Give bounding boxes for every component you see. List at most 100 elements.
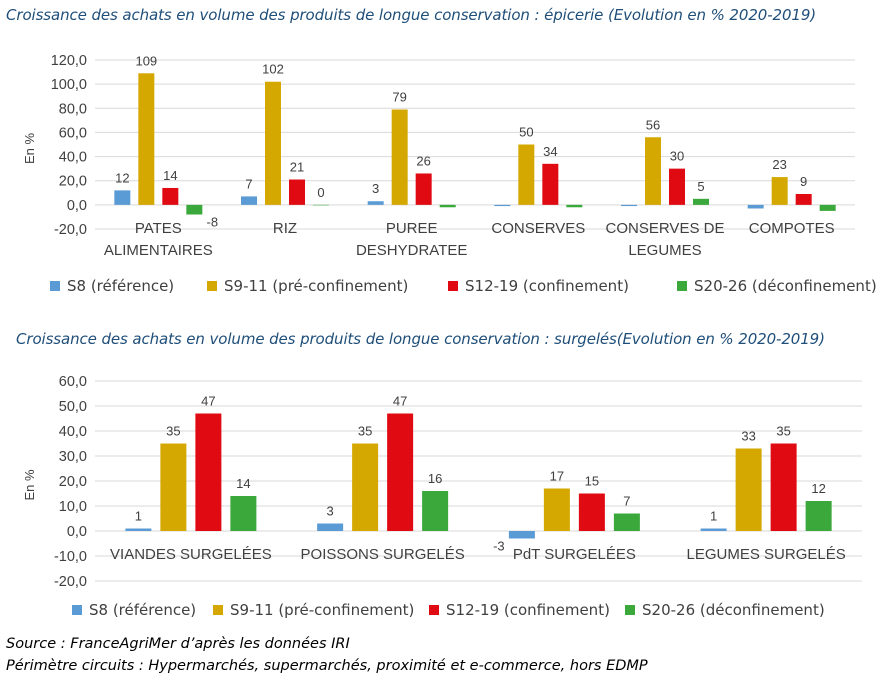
legend-swatch bbox=[72, 605, 82, 615]
bar bbox=[186, 204, 203, 215]
bar bbox=[114, 190, 131, 205]
bar bbox=[241, 196, 257, 205]
bar bbox=[578, 493, 605, 531]
bar bbox=[805, 501, 832, 531]
bar bbox=[693, 198, 709, 205]
y-tick-label: -20,0 bbox=[54, 222, 87, 238]
bar bbox=[819, 204, 836, 211]
legend-item: S12-19 (confinement) bbox=[448, 277, 677, 295]
bar bbox=[645, 137, 661, 205]
data-label: 30 bbox=[670, 149, 684, 164]
source-note: Source : FranceAgriMer d’après les donné… bbox=[6, 636, 350, 652]
bar bbox=[415, 173, 432, 205]
data-label: 0 bbox=[317, 185, 324, 200]
bar bbox=[795, 193, 812, 205]
y-tick-label: 30,0 bbox=[59, 449, 87, 465]
data-label: 35 bbox=[776, 424, 790, 439]
data-label: 7 bbox=[623, 494, 630, 509]
data-label: 56 bbox=[646, 117, 660, 132]
legend-label: S9-11 (pré-confinement) bbox=[230, 601, 415, 619]
data-label: 26 bbox=[416, 153, 430, 168]
data-label: 5 bbox=[697, 179, 704, 194]
y-tick-label: 0,0 bbox=[67, 198, 87, 214]
data-label: 12 bbox=[811, 481, 825, 496]
legend-item: S8 (référence) bbox=[72, 601, 213, 619]
legend-label: S8 (référence) bbox=[67, 277, 175, 295]
y-tick-label: -20,0 bbox=[54, 574, 87, 590]
y-tick-label: 50,0 bbox=[59, 399, 87, 415]
bar bbox=[700, 528, 727, 531]
data-label: 79 bbox=[392, 89, 406, 104]
bar bbox=[518, 144, 535, 205]
category-label: RIZ bbox=[273, 220, 297, 237]
data-label: -3 bbox=[493, 539, 505, 554]
bar bbox=[160, 443, 187, 531]
data-label: 21 bbox=[290, 160, 304, 175]
perimeter-note: Périmètre circuits : Hypermarchés, super… bbox=[6, 658, 648, 674]
bar bbox=[542, 163, 559, 205]
legend-epicerie: S8 (référence) S9-11 (pré-confinement) S12… bbox=[50, 277, 877, 295]
y-tick-label: -10,0 bbox=[54, 549, 87, 565]
data-label: 47 bbox=[201, 394, 215, 409]
bar bbox=[391, 109, 408, 205]
bar bbox=[613, 513, 640, 531]
legend-swatch bbox=[213, 605, 223, 615]
legend-swatch bbox=[448, 281, 458, 291]
bar bbox=[289, 179, 305, 205]
bar bbox=[508, 531, 535, 539]
bar bbox=[138, 73, 155, 205]
legend-item: S12-19 (confinement) bbox=[429, 601, 625, 619]
y-tick-label: 100,0 bbox=[51, 77, 87, 93]
data-label: 14 bbox=[236, 476, 250, 491]
bar bbox=[747, 204, 764, 209]
data-label: 33 bbox=[741, 429, 755, 444]
legend-swatch bbox=[429, 605, 439, 615]
bar bbox=[317, 523, 344, 531]
data-label: 1 bbox=[710, 509, 717, 524]
category-label: VIANDES SURGELÉES bbox=[110, 546, 272, 563]
bar bbox=[387, 413, 414, 531]
legend-label: S8 (référence) bbox=[89, 601, 197, 619]
legend-label: S20-26 (déconfinement) bbox=[694, 277, 877, 295]
legend-item: S9-11 (pré-confinement) bbox=[207, 277, 448, 295]
bar bbox=[494, 204, 511, 207]
data-label: 35 bbox=[166, 424, 180, 439]
bar bbox=[352, 443, 379, 531]
data-label: 14 bbox=[163, 168, 177, 183]
category-label: ALIMENTAIRES bbox=[104, 242, 213, 259]
data-label: 23 bbox=[772, 157, 786, 172]
bar bbox=[367, 201, 384, 205]
legend-item: S8 (référence) bbox=[50, 277, 207, 295]
legend-swatch bbox=[677, 281, 687, 291]
y-tick-label: 0,0 bbox=[67, 524, 87, 540]
legend-item: S20-26 (déconfinement) bbox=[677, 277, 877, 295]
category-label: DESHYDRATEE bbox=[356, 242, 467, 259]
legend-label: S12-19 (confinement) bbox=[446, 601, 610, 619]
legend-label: S20-26 (déconfinement) bbox=[642, 601, 825, 619]
category-label: LEGUMES bbox=[628, 242, 701, 259]
data-label: 9 bbox=[800, 174, 807, 189]
y-axis-label: En % bbox=[22, 133, 37, 165]
y-axis-label: En % bbox=[22, 469, 37, 501]
data-label: 7 bbox=[245, 176, 252, 191]
bar bbox=[566, 204, 583, 208]
y-tick-label: 60,0 bbox=[59, 125, 87, 141]
bar bbox=[230, 496, 257, 531]
data-label: 47 bbox=[393, 394, 407, 409]
chart-title-epicerie: Croissance des achats en volume des prod… bbox=[6, 6, 817, 24]
category-label: PATES bbox=[135, 220, 182, 237]
category-label: PdT SURGELÉES bbox=[513, 546, 636, 563]
legend-label: S9-11 (pré-confinement) bbox=[224, 277, 409, 295]
category-label: POISSONS SURGELÉS bbox=[301, 546, 465, 563]
data-label: 109 bbox=[135, 53, 157, 68]
y-tick-label: 120,0 bbox=[51, 53, 87, 69]
bar bbox=[543, 488, 570, 531]
y-tick-label: 80,0 bbox=[59, 101, 87, 117]
bar bbox=[621, 204, 637, 207]
category-label: CONSERVES bbox=[491, 220, 585, 237]
legend-swatch bbox=[50, 281, 60, 291]
data-label: 12 bbox=[115, 170, 129, 185]
category-label: PUREE bbox=[386, 220, 438, 237]
bar bbox=[770, 443, 797, 531]
